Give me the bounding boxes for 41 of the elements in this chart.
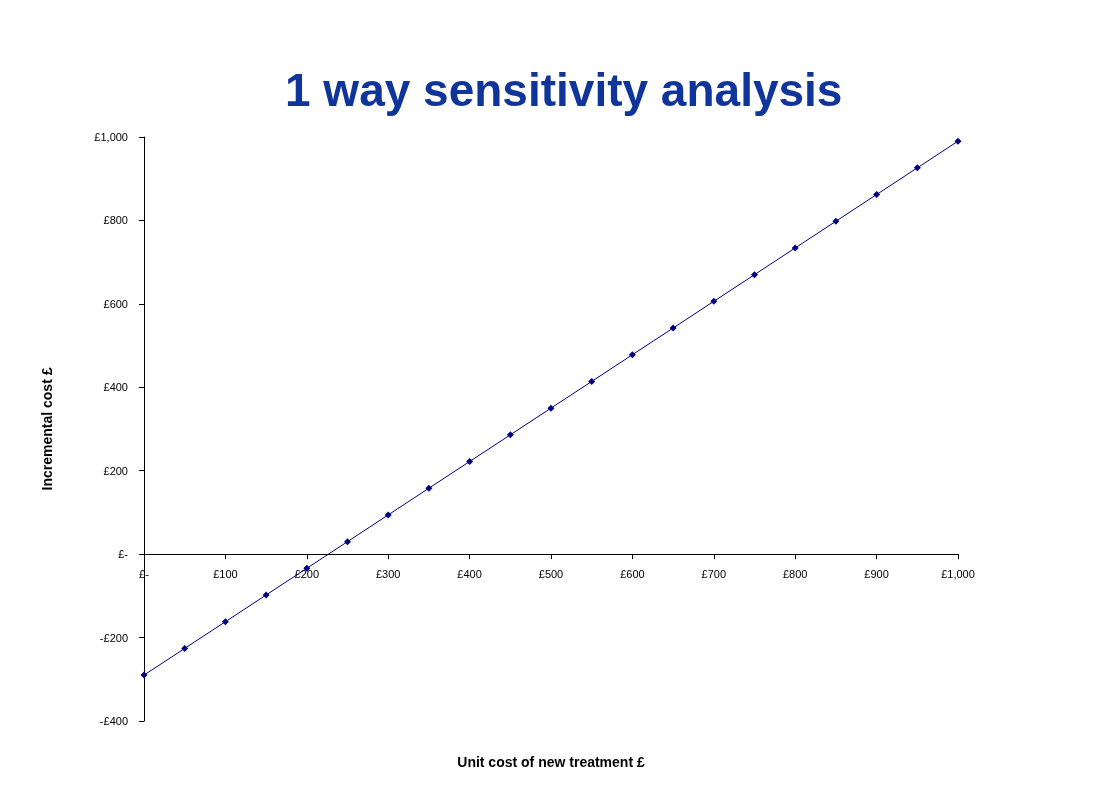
y-tick-label: -£200 [99,631,128,644]
point [832,217,840,225]
y-tick-label: £200 [103,464,128,477]
point [344,538,351,546]
point [751,271,758,279]
y-tick-label: £600 [103,297,128,310]
y-tick-label: £800 [103,214,128,227]
x-tick-label: £500 [538,567,564,580]
point [547,404,555,412]
point [628,351,636,359]
point [873,191,881,199]
point [710,297,718,305]
x-tick-label: £700 [701,567,727,580]
point [669,324,677,332]
x-tick-label: £1,000 [941,567,975,580]
x-tick-label: £800 [782,567,808,580]
y-tick-label: -£400 [99,715,128,727]
chart-title: 1 way sensitivity analysis [285,64,843,116]
point [140,671,148,679]
point [506,431,514,439]
y-tick-label: £- [118,548,129,561]
x-tick-label: £900 [864,567,889,580]
x-axis-title: Unit cost of new treatment £ [457,754,645,770]
x-tick-label: £400 [457,567,482,580]
x-tick-label: £600 [620,567,645,580]
y-tick-label: £1,000 [94,131,128,143]
point [221,618,229,626]
point [791,244,799,252]
point [913,164,921,172]
y-axis-title: Incremental cost £ [39,367,55,491]
point [425,484,433,492]
x-tick-label: £200 [294,567,320,580]
point [181,644,189,652]
point [466,458,474,466]
x-tick-label: £100 [213,567,238,580]
point [384,511,392,519]
point [954,137,962,145]
point [262,591,270,599]
point [588,377,596,385]
y-tick-label: £400 [103,381,128,394]
x-tick-label: £300 [375,567,401,580]
